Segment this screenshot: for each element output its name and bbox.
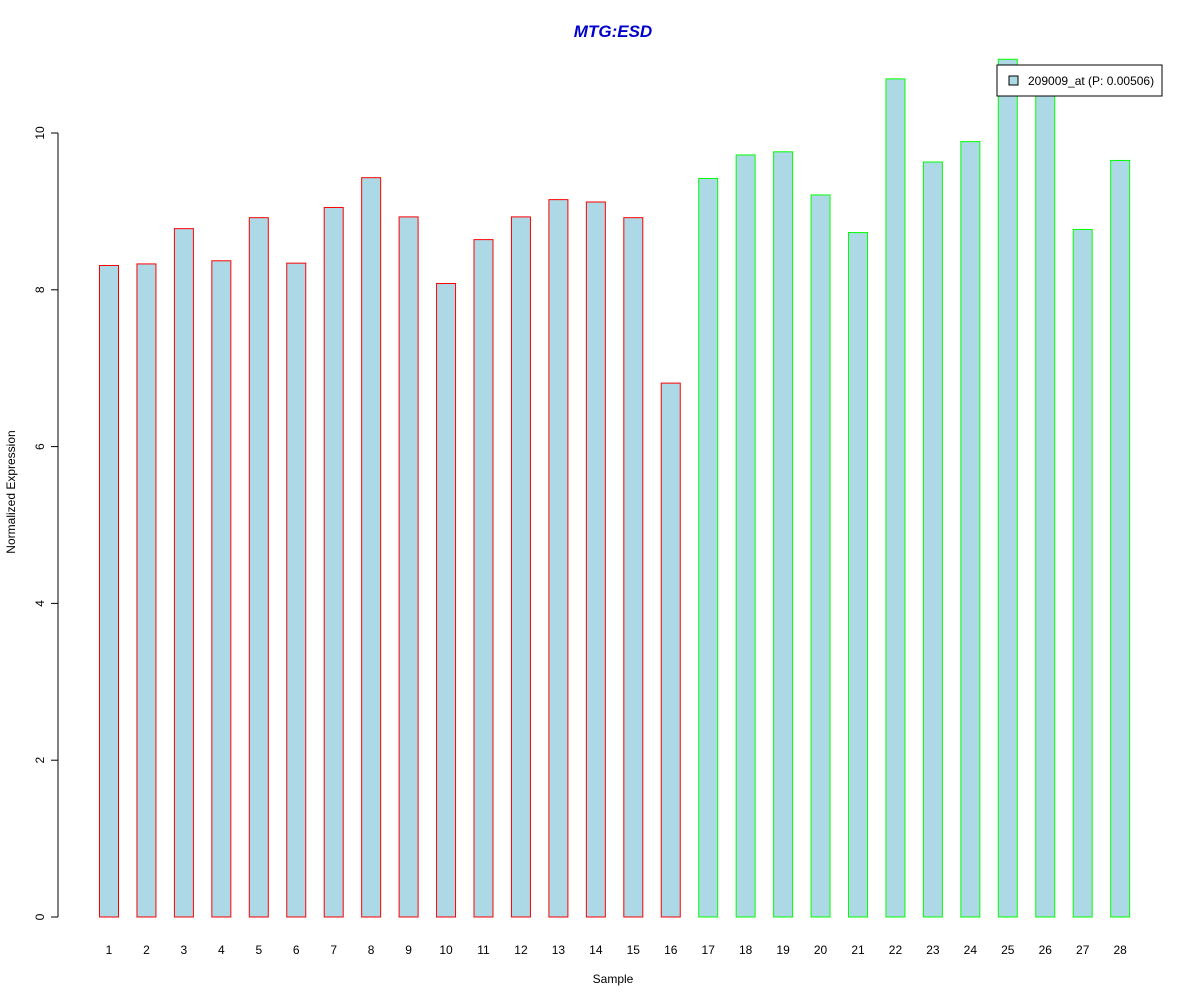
bar-sample-23: [922, 161, 943, 918]
y-tick-label: 4: [33, 600, 47, 607]
x-tick-label: 18: [739, 943, 753, 957]
x-tick-label: 24: [964, 943, 978, 957]
x-tick-label: 12: [514, 943, 528, 957]
x-tick-label: 22: [889, 943, 903, 957]
y-tick-label: 2: [33, 757, 47, 764]
bar-sample-24: [960, 141, 981, 918]
x-tick-label: 27: [1076, 943, 1090, 957]
legend-label: 209009_at (P: 0.00506): [1028, 74, 1154, 88]
x-tick-label: 1: [106, 943, 113, 957]
chart-title: MTG:ESD: [574, 22, 652, 41]
bar-sample-15: [623, 217, 644, 918]
x-axis-label: Sample: [593, 972, 634, 986]
bar-sample-16: [660, 382, 681, 918]
y-axis-label: Normalized Expression: [4, 430, 18, 553]
legend-swatch: [1008, 75, 1019, 86]
bars-group: [99, 58, 1131, 918]
bar-sample-1: [99, 264, 119, 918]
y-axis: 0 2 4 6 8 10: [33, 126, 59, 920]
x-tick-label: 19: [776, 943, 790, 957]
bar-sample-10: [436, 283, 457, 918]
x-tick-label: 21: [851, 943, 865, 957]
x-tick-label: 8: [368, 943, 375, 957]
bar-sample-26: [1035, 85, 1056, 918]
legend-box: [996, 64, 1163, 97]
bar-sample-12: [510, 216, 531, 918]
bar-sample-2: [136, 263, 157, 918]
x-tick-label: 26: [1039, 943, 1053, 957]
x-tick-label: 7: [330, 943, 337, 957]
x-tick-label: 9: [405, 943, 412, 957]
bar-sample-19: [773, 151, 794, 918]
x-tick-label: 3: [181, 943, 188, 957]
x-tick-label: 16: [664, 943, 678, 957]
x-tick-label: 4: [218, 943, 225, 957]
x-tick-label: 14: [589, 943, 603, 957]
bar-sample-27: [1072, 228, 1093, 918]
x-tick-labels: 1 2 3 4 5 6 7 8 9 10 11 12 13 14 15 16 17 18 19 20 21 22 23 24 2…: [106, 943, 1127, 957]
y-tick-label: 6: [33, 443, 47, 450]
y-tick-label: 0: [33, 913, 47, 920]
bar-sample-21: [848, 232, 868, 918]
x-tick-label: 28: [1113, 943, 1127, 957]
bar-sample-11: [473, 239, 494, 918]
bar-sample-3: [173, 228, 194, 918]
bar-sample-17: [698, 177, 719, 918]
x-tick-label: 5: [255, 943, 262, 957]
bar-sample-7: [323, 206, 344, 918]
bar-sample-18: [735, 154, 756, 918]
y-tick-label: 8: [33, 286, 47, 293]
bar-sample-22: [885, 78, 906, 918]
legend: 209009_at (P: 0.00506): [996, 64, 1163, 97]
y-tick-label: 10: [33, 126, 47, 140]
bar-sample-9: [398, 216, 419, 918]
bar-sample-14: [585, 201, 606, 918]
x-tick-label: 11: [477, 943, 490, 957]
bar-sample-5: [248, 217, 269, 918]
x-tick-label: 25: [1001, 943, 1015, 957]
x-tick-label: 23: [926, 943, 940, 957]
x-tick-label: 2: [143, 943, 150, 957]
x-tick-label: 13: [552, 943, 566, 957]
bar-sample-8: [361, 177, 382, 918]
x-tick-label: 17: [702, 943, 716, 957]
x-tick-label: 15: [627, 943, 641, 957]
bar-sample-13: [548, 199, 569, 918]
bar-sample-25: [997, 58, 1018, 918]
x-tick-label: 6: [293, 943, 300, 957]
bar-sample-6: [286, 262, 307, 918]
bar-sample-28: [1110, 159, 1131, 918]
bar-sample-20: [810, 194, 831, 918]
x-tick-label: 20: [814, 943, 828, 957]
bar-sample-4: [211, 260, 232, 918]
x-tick-label: 10: [439, 943, 453, 957]
